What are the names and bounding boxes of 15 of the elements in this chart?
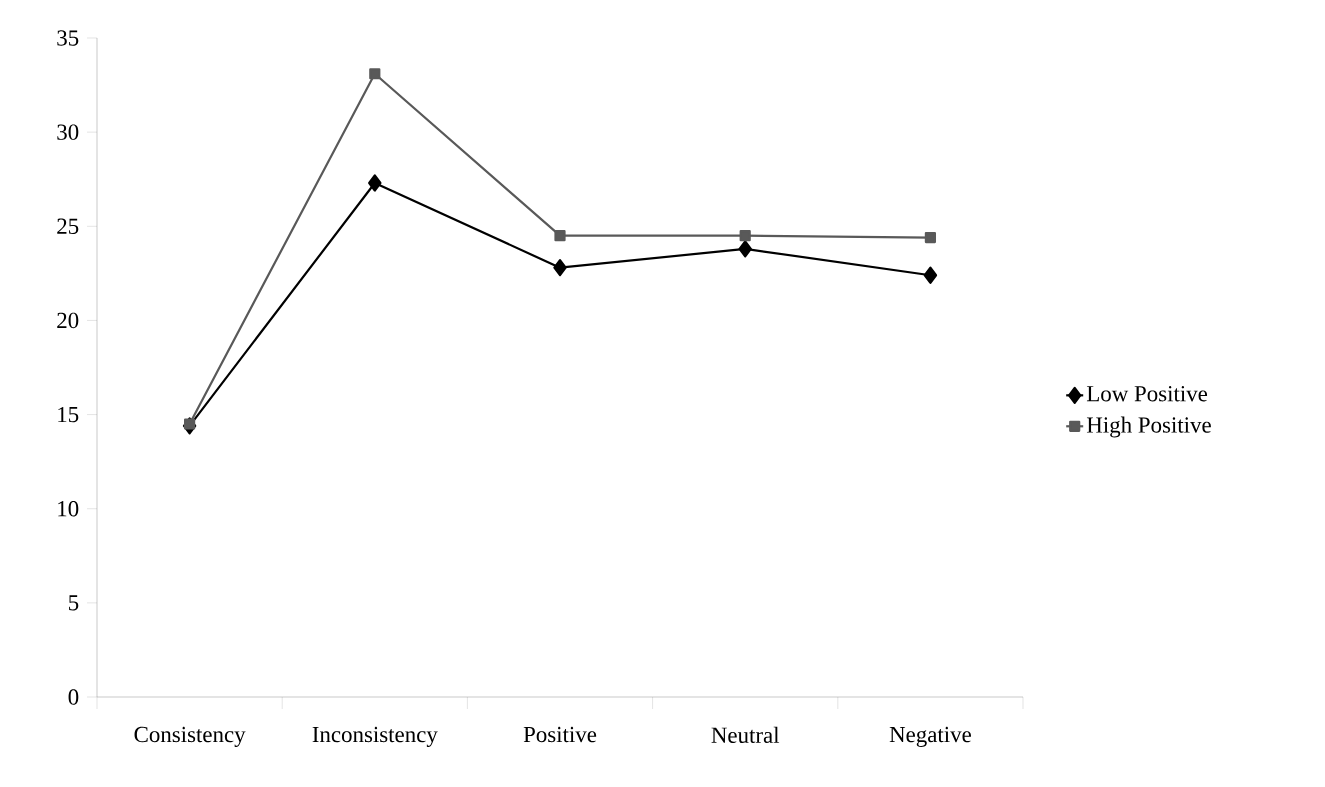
x-tick-label: Inconsistency: [312, 726, 438, 747]
legend-label: High Positive: [1086, 416, 1211, 438]
legend-label: Low Positive: [1086, 386, 1208, 402]
y-tick-label: 0: [68, 689, 79, 705]
x-tick-label: Negative: [889, 726, 971, 747]
y-tick-label: 5: [69, 595, 79, 611]
x-tick-label: Neutral: [711, 726, 780, 743]
y-tick-label: 25: [57, 218, 79, 234]
y-tick-label: 30: [57, 124, 79, 140]
y-tick-label: 35: [57, 30, 79, 46]
y-tick-label: 15: [58, 406, 79, 423]
x-tick-label: Consistency: [134, 726, 246, 747]
y-tick-label: 20: [57, 312, 79, 329]
y-tick-label: 10: [58, 500, 79, 517]
x-tick-label: Positive: [523, 726, 597, 743]
